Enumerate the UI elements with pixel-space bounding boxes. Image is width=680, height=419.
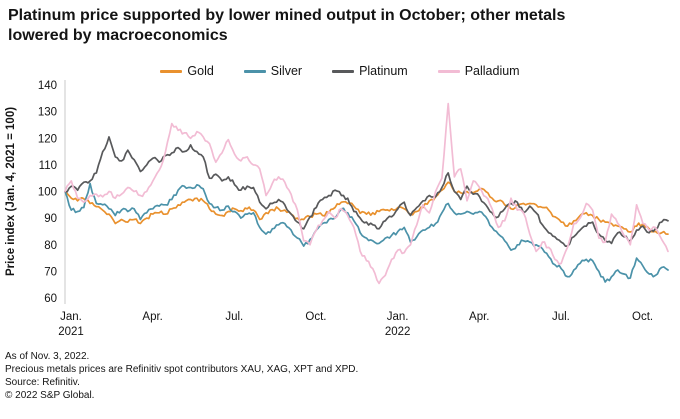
legend-item-gold: Gold (160, 64, 214, 78)
legend-label-palladium: Palladium (464, 64, 520, 78)
legend-line-platinum-icon (332, 69, 355, 73)
y-tick-label: 70 (44, 266, 57, 278)
y-tick-label: 120 (38, 133, 57, 145)
legend-line-silver-icon (243, 69, 266, 73)
x-tick-label: Jan. (387, 311, 409, 323)
x-tick-label: Apr. (142, 311, 162, 323)
legend-line-gold-icon (160, 69, 183, 73)
y-tick-label: 110 (39, 160, 57, 172)
series-palladium-line (64, 102, 669, 285)
footnote-as-of: As of Nov. 3, 2022. (5, 351, 90, 362)
footnote-copyright: © 2022 S&P Global. (5, 390, 95, 401)
footnote-source: Source: Refinitiv. (5, 377, 80, 388)
legend: Gold Silver Platinum Palladium (0, 64, 680, 78)
x-tick-label: Oct. (632, 311, 653, 323)
x-tick-label: Oct. (305, 311, 326, 323)
series-gold-line (64, 181, 669, 235)
x-tick-label: Apr. (469, 311, 489, 323)
y-tick-label: 130 (38, 107, 57, 119)
x-tick-label: Jul. (552, 311, 570, 323)
x-tick-year-label: 2021 (58, 326, 84, 338)
y-tick-label: 80 (44, 240, 57, 252)
footnotes: As of Nov. 3, 2022. Precious metals pric… (5, 350, 675, 402)
x-tick-year-label: 2022 (385, 326, 411, 338)
x-tick-label: Jul. (225, 311, 243, 323)
legend-item-palladium: Palladium (437, 64, 520, 78)
series-platinum-line (64, 136, 669, 247)
chart-title: Platinum price supported by lower mined … (8, 7, 566, 45)
y-tick-label: 90 (44, 213, 57, 225)
y-tick-label: 60 (44, 293, 57, 305)
x-tick-label: Jan. (60, 311, 82, 323)
footnote-note: Precious metals prices are Refinitiv spo… (5, 364, 359, 375)
series-silver-line (64, 182, 669, 283)
legend-label-silver: Silver (270, 64, 303, 78)
legend-label-gold: Gold (187, 64, 214, 78)
legend-line-palladium-icon (437, 69, 460, 73)
y-axis-title: Price index (Jan. 4, 2021 = 100) (5, 107, 17, 276)
y-tick-label: 100 (38, 187, 57, 199)
legend-item-platinum: Platinum (332, 64, 408, 78)
legend-item-silver: Silver (243, 64, 303, 78)
legend-label-platinum: Platinum (359, 64, 408, 78)
y-tick-label: 140 (38, 80, 57, 92)
